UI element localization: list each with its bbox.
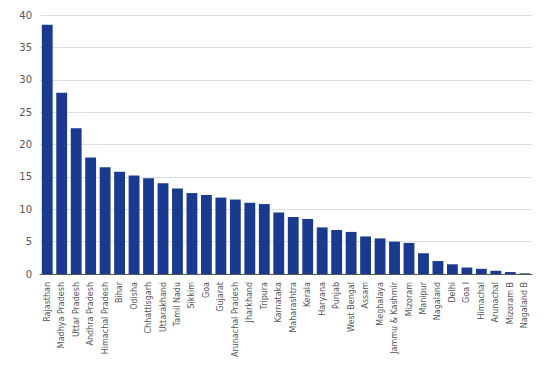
svg-text:Maharashtra: Maharashtra (289, 282, 298, 333)
svg-text:Nagaland B: Nagaland B (520, 282, 529, 328)
svg-text:Rajasthan: Rajasthan (43, 282, 52, 322)
svg-text:Tripura: Tripura (260, 282, 269, 311)
svg-text:15: 15 (19, 171, 32, 182)
svg-text:Andhra Pradesh: Andhra Pradesh (86, 282, 95, 346)
svg-text:Mizoram B: Mizoram B (506, 282, 515, 324)
svg-text:Delhi: Delhi (448, 282, 457, 303)
svg-text:Sikkim: Sikkim (187, 282, 196, 309)
svg-text:Himachal: Himachal (477, 282, 486, 320)
svg-text:Kerala: Kerala (303, 282, 312, 307)
svg-text:Punjab: Punjab (332, 282, 341, 309)
svg-text:20: 20 (19, 139, 32, 150)
svg-text:Himachal Pradesh: Himachal Pradesh (101, 282, 110, 354)
svg-text:30: 30 (19, 74, 32, 85)
svg-text:Gujarat: Gujarat (216, 282, 225, 312)
svg-text:Bihar: Bihar (115, 281, 124, 303)
svg-text:Madhya Pradesh: Madhya Pradesh (57, 282, 66, 348)
svg-text:Assam: Assam (361, 282, 370, 309)
svg-text:35: 35 (19, 42, 32, 53)
svg-text:Jharkhand: Jharkhand (245, 282, 254, 323)
svg-text:Tamil Nadu: Tamil Nadu (173, 282, 182, 327)
svg-text:Arunachal Pradesh: Arunachal Pradesh (231, 282, 240, 357)
svg-text:0: 0 (26, 269, 32, 280)
svg-text:40: 40 (19, 10, 32, 21)
svg-text:25: 25 (19, 107, 32, 118)
svg-text:Haryana: Haryana (318, 282, 327, 316)
svg-text:5: 5 (26, 236, 32, 247)
svg-text:Odisha: Odisha (130, 282, 139, 310)
svg-text:Uttarakhand: Uttarakhand (159, 282, 168, 332)
svg-text:10: 10 (19, 204, 32, 215)
svg-text:West Bengal: West Bengal (347, 282, 356, 332)
svg-text:Mizoram: Mizoram (405, 282, 414, 316)
svg-text:Arunachal: Arunachal (491, 282, 500, 322)
svg-text:Chhattisgarh: Chhattisgarh (144, 282, 153, 334)
svg-text:Nagaland: Nagaland (433, 282, 442, 320)
svg-text:Jammu & Kashmir: Jammu & Kashmir (390, 281, 399, 355)
svg-text:Karnataka: Karnataka (274, 282, 283, 323)
svg-text:Meghalaya: Meghalaya (376, 282, 385, 326)
svg-text:Goa I: Goa I (462, 282, 471, 303)
svg-text:Manipur: Manipur (419, 281, 428, 314)
svg-text:Uttar Pradesh: Uttar Pradesh (72, 282, 81, 337)
svg-text:Goa: Goa (202, 282, 211, 298)
